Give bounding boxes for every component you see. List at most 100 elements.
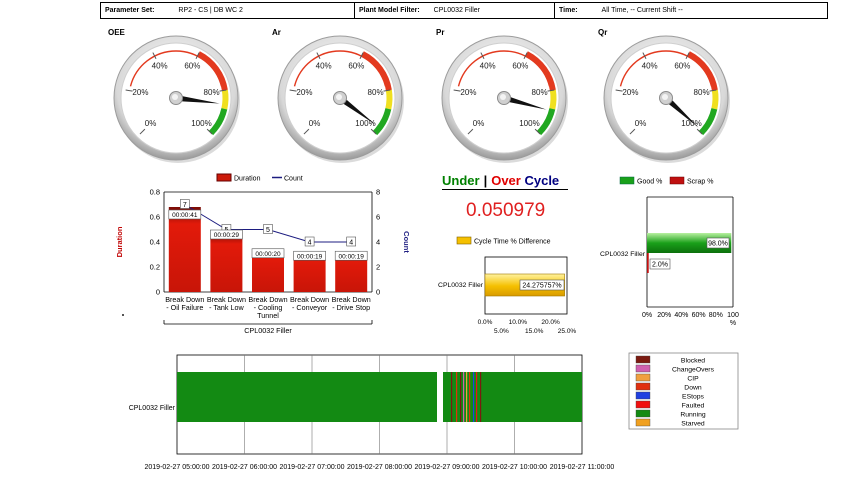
category-label: Break Down [207,295,246,304]
category-label: Break Down [290,295,329,304]
timeline-tick: 2019-02-27 08:00:00 [347,464,412,471]
y-tick-left: 0.4 [150,238,160,247]
category-label: - Drive Stop [332,303,370,312]
legend-count-label: Count [284,176,303,183]
stray-dot [122,314,124,316]
timeline-tick: 2019-02-27 06:00:00 [212,464,277,471]
cycle-tick-top: 10.0% [509,319,528,326]
gauge-band-green [372,108,392,136]
duration-label-box [251,248,285,259]
gauge-tick [523,52,528,60]
cycle-under-label: Under [442,173,480,188]
gauge-tick [289,89,297,92]
timeline-tick: 2019-02-27 09:00:00 [415,464,480,471]
gauge-tick-label: 20% [132,88,148,97]
cycle-tick-top: 0.0% [478,319,493,326]
gauge-qr: Qr 0% 20% 40% 60% 80% 100% [594,28,749,173]
y-tick-left: 0.2 [150,263,160,272]
time-filter[interactable]: Time: All Time, -- Current Shift -- [555,3,827,18]
y-tick-left: 0.8 [150,188,160,197]
cycle-tick-top: 20.0% [541,319,560,326]
count-line [184,204,352,243]
gauge-band-red [196,51,228,91]
gauge-band-red [360,51,392,91]
quality-tick: 0% [642,312,652,319]
state-legend-label: Running [680,411,706,418]
cycle-time-chart: Cycle Time % Difference 24.275757% CPL0032… [438,236,576,335]
gauge-needle [503,95,547,110]
timeline-tick: 2019-02-27 07:00:00 [280,464,345,471]
count-label: 4 [308,240,312,247]
legend-good-label: Good % [637,179,662,186]
state-legend-swatch [635,391,651,400]
gauge-tick [629,128,636,135]
gauge-tick [383,89,391,92]
legend-scrap-swatch [669,176,685,185]
gauge-tick-label: 20% [622,88,638,97]
category-label: - Conveyor [292,303,328,312]
time-label: Time: [559,7,578,14]
gauge-tick-label: 20% [296,88,312,97]
gauge-tick-label: 0% [635,119,647,128]
gauge-band-red [524,51,556,91]
state-legend-swatch [635,373,651,382]
gauge-title-qr: Qr [598,28,608,37]
category-label: Tunnel [257,311,279,320]
gauge-band-green [208,108,228,136]
cycle-tick-bottom: 5.0% [494,328,509,335]
state-legend-label: EStops [682,393,705,400]
gauge-band-yellow [549,89,557,110]
category-label: Break Down [248,295,287,304]
gauge-tick-label: 40% [642,61,658,70]
gauge-tick-label: 0% [309,119,321,128]
y-axis-label-right: Count [402,231,410,253]
group-label: CPL0032 Filler [244,326,292,335]
state-event-stripe [463,372,465,422]
duration-label-box [293,250,326,261]
timeline-tick: 2019-02-27 11:00:00 [550,464,615,471]
state-event-stripe [451,372,453,422]
gauge-tick-label: 80% [204,88,220,97]
gauge-band-green [698,108,718,136]
gauge-band-red [686,51,718,91]
gauge-tick-label: 0% [145,119,157,128]
gauge-tick-label: 80% [368,88,384,97]
count-label: 4 [349,240,353,247]
gauge-tick [359,52,364,60]
state-legend-swatch [635,409,651,418]
downtime-pareto-chart: Duration Count 0 0.2 0.4 0.6 0.8 0 2 4 6 8 Duration C… [115,173,410,335]
count-label-box [346,236,356,247]
gauge-tick [370,128,377,135]
plant-model-label: Plant Model Filter: [359,7,420,14]
cycle-legend-swatch [456,236,472,245]
category-label: Break Down [332,295,371,304]
gauge-tick [547,89,555,92]
state-event-stripe [480,372,482,422]
count-label-box [263,224,273,234]
filter-bar: Parameter Set: RP2 - CS | DB WC 2 Plant … [100,2,828,19]
duration-label-box [168,209,202,220]
state-legend-swatch [635,355,651,364]
y-tick-right: 8 [376,188,380,197]
gauge-tick [642,52,647,60]
gauge-band-green [536,108,556,136]
duration-label: 00:00:29 [214,232,240,239]
plant-model-filter[interactable]: Plant Model Filter: CPL0032 Filler [355,3,555,18]
state-legend-swatch [635,382,651,391]
y-tick-right: 4 [376,238,380,247]
duration-label-box [334,250,368,261]
gauge-hub-highlight [172,94,178,100]
parameter-set-filter[interactable]: Parameter Set: RP2 - CS | DB WC 2 [101,3,355,18]
state-event-stripe [466,372,468,422]
cycle-category: CPL0032 Filler [438,282,484,289]
y-tick-right: 6 [376,213,380,222]
state-event-stripe [476,372,478,422]
gauge-tick-label: 100% [681,119,701,128]
cycle-over-label: Over [491,173,521,188]
gauge-tick-label: 40% [480,61,496,70]
cycle-tick-bottom: 15.0% [525,328,544,335]
gauge-tick [206,128,213,135]
gauge-tick-label: 60% [184,61,200,70]
running-segment [177,372,437,422]
